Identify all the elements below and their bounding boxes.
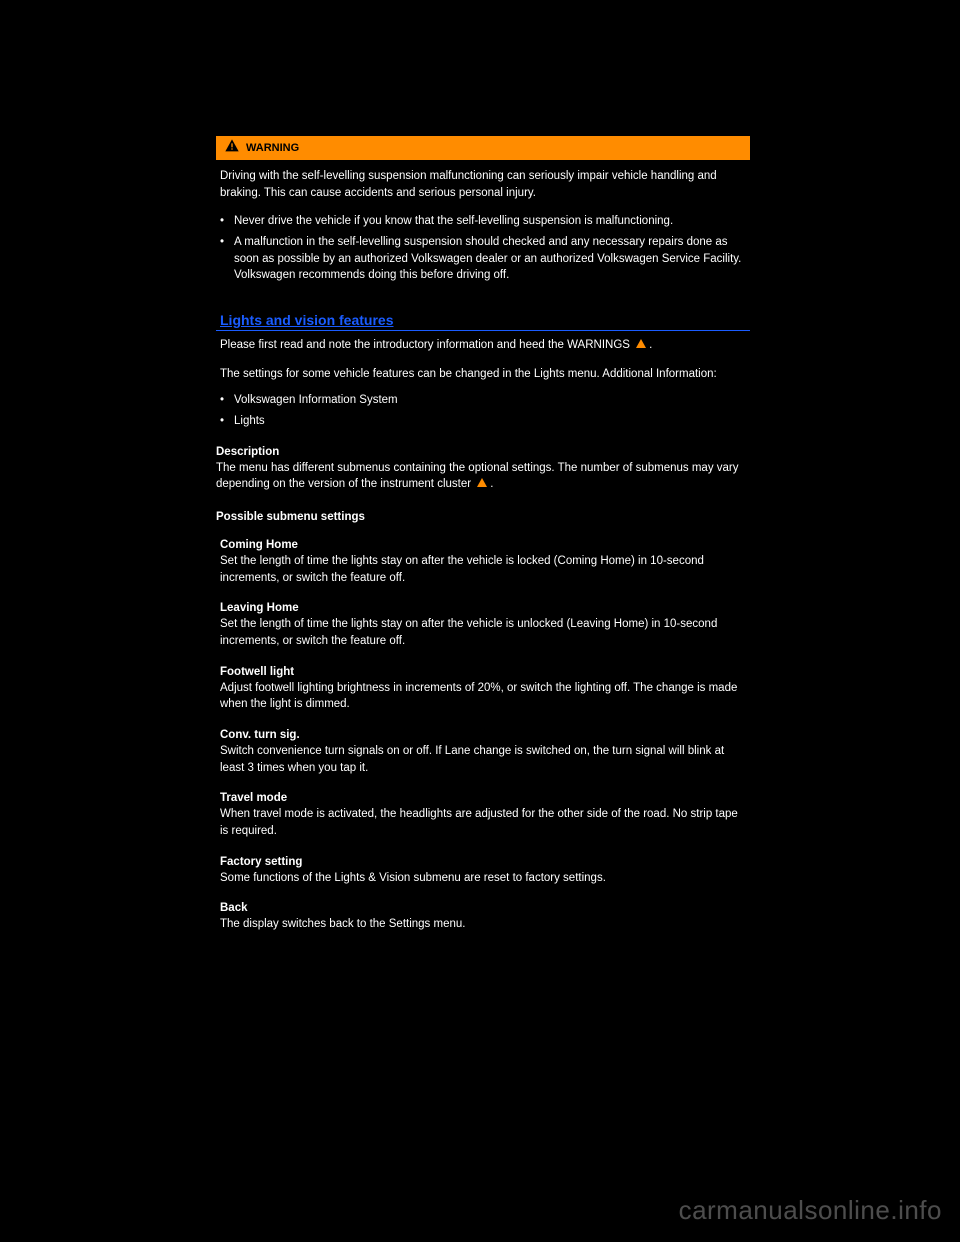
feature-name: Conv. turn sig. — [220, 729, 746, 741]
warning-intro-text: Driving with the self-levelling suspensi… — [220, 168, 746, 201]
warning-triangle-icon — [224, 138, 246, 159]
watermark-text: carmanualsonline.info — [679, 1195, 942, 1226]
description-text: The menu has different submenus containi… — [216, 460, 750, 495]
description-post: . — [490, 478, 493, 490]
feature-name: Footwell light — [220, 666, 746, 678]
bullet-marker: • — [220, 234, 234, 284]
page-content: WARNING Driving with the self-levelling … — [216, 136, 750, 943]
intro-block: Please first read and note the introduct… — [216, 337, 750, 430]
feature-name: Travel mode — [220, 792, 746, 804]
warning-bullet-text: A malfunction in the self-levelling susp… — [234, 234, 746, 284]
bullet-marker: • — [220, 413, 234, 430]
feature-list: Coming Home Set the length of time the l… — [216, 539, 750, 933]
inline-warning-icon — [635, 338, 647, 356]
feature-desc: Some functions of the Lights & Vision su… — [220, 870, 746, 887]
warning-bullet: • A malfunction in the self-levelling su… — [220, 234, 746, 284]
feature-desc: Switch convenience turn signals on or of… — [220, 743, 746, 776]
feature-intro: Possible submenu settings — [216, 511, 750, 523]
inline-warning-icon — [476, 477, 488, 495]
feature-desc: The display switches back to the Setting… — [220, 916, 746, 933]
feature-desc: When travel mode is activated, the headl… — [220, 806, 746, 839]
warning-body: Driving with the self-levelling suspensi… — [216, 160, 750, 284]
intro-paragraph: The settings for some vehicle features c… — [220, 366, 746, 383]
feature-name: Coming Home — [220, 539, 746, 551]
intro-text-post: . — [649, 339, 652, 351]
section-heading: Lights and vision features — [220, 312, 746, 328]
section-rule — [216, 330, 750, 331]
bullet-marker: • — [220, 392, 234, 409]
feature-desc: Adjust footwell lighting brightness in i… — [220, 680, 746, 713]
info-bullet-text: Lights — [234, 413, 746, 430]
intro-text: Please first read and note the introduct… — [220, 339, 633, 351]
warning-label: WARNING — [246, 142, 299, 154]
info-bullet: • Volkswagen Information System — [220, 392, 746, 409]
document-page: WARNING Driving with the self-levelling … — [0, 0, 960, 1242]
info-bullet: • Lights — [220, 413, 746, 430]
feature-name: Back — [220, 902, 746, 914]
feature-name: Leaving Home — [220, 602, 746, 614]
feature-desc: Set the length of time the lights stay o… — [220, 553, 746, 586]
feature-name: Factory setting — [220, 856, 746, 868]
warning-bullet: • Never drive the vehicle if you know th… — [220, 213, 746, 230]
warning-bullet-text: Never drive the vehicle if you know that… — [234, 213, 746, 230]
feature-desc: Set the length of time the lights stay o… — [220, 616, 746, 649]
info-bullet-text: Volkswagen Information System — [234, 392, 746, 409]
intro-paragraph: Please first read and note the introduct… — [220, 337, 746, 356]
warning-header-bar: WARNING — [216, 136, 750, 160]
bullet-marker: • — [220, 213, 234, 230]
description-heading: Description — [216, 446, 750, 458]
